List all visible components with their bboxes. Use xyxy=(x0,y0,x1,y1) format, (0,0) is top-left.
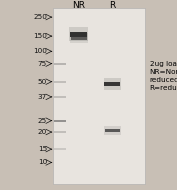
Text: 15: 15 xyxy=(38,146,47,152)
FancyBboxPatch shape xyxy=(71,36,87,40)
Text: 50: 50 xyxy=(38,79,47,85)
FancyBboxPatch shape xyxy=(69,27,88,41)
Text: 10: 10 xyxy=(38,159,47,165)
Text: NR: NR xyxy=(72,1,85,10)
FancyBboxPatch shape xyxy=(105,129,120,132)
Text: 100: 100 xyxy=(33,48,47,54)
FancyBboxPatch shape xyxy=(70,33,88,43)
FancyBboxPatch shape xyxy=(104,78,121,90)
Text: 25: 25 xyxy=(38,118,47,124)
FancyBboxPatch shape xyxy=(104,126,121,135)
Text: 20: 20 xyxy=(38,129,47,135)
Text: R: R xyxy=(109,1,116,10)
Text: 75: 75 xyxy=(38,61,47,67)
FancyBboxPatch shape xyxy=(53,8,145,184)
FancyBboxPatch shape xyxy=(70,32,87,36)
Text: 2ug loading
NR=Non-
reduced
R=reduced: 2ug loading NR=Non- reduced R=reduced xyxy=(150,61,177,91)
Text: 150: 150 xyxy=(33,33,47,39)
Text: 250: 250 xyxy=(33,14,47,20)
Text: 37: 37 xyxy=(38,94,47,100)
FancyBboxPatch shape xyxy=(104,82,120,86)
